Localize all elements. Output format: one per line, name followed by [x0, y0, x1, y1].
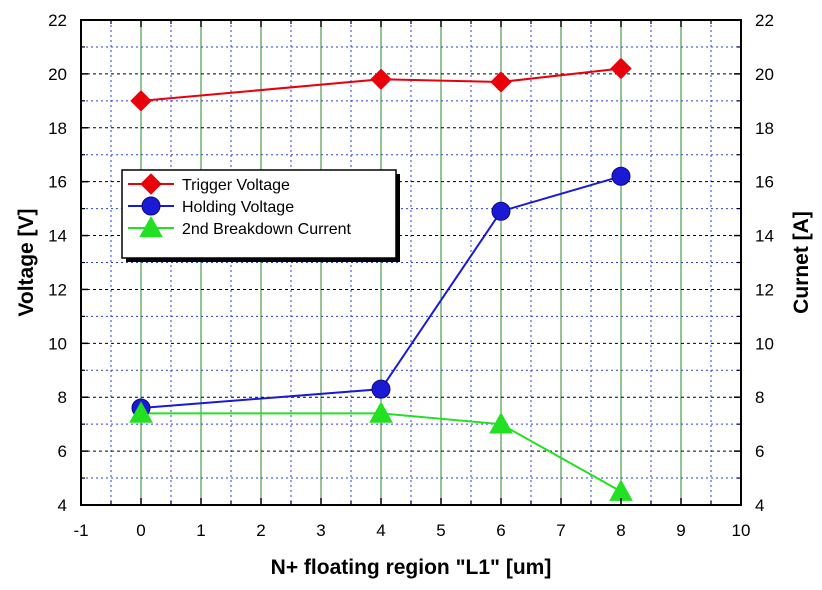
data-point-circle: [491, 201, 511, 221]
x-tick-label: 1: [196, 521, 205, 540]
data-point-circle: [611, 166, 631, 186]
x-tick-label: 6: [496, 521, 505, 540]
y-tick-label-left: 8: [58, 388, 67, 407]
y-tick-label-left: 20: [48, 65, 67, 84]
data-point-circle: [371, 379, 391, 399]
data-point-diamond: [610, 57, 632, 80]
data-point-triangle: [129, 401, 153, 423]
y-tick-label-left: 10: [48, 334, 67, 353]
y-tick-label-right: 18: [755, 119, 774, 138]
y-tick-label-left: 16: [48, 173, 67, 192]
legend-label-0: Trigger Voltage: [182, 177, 290, 194]
legend-label-2: 2nd Breakdown Current: [182, 221, 352, 238]
series-lines: [140, 67, 622, 493]
legend-marker-diamond: [140, 173, 162, 195]
y-axis-right-title: Curnet [A]: [790, 211, 813, 314]
y-tick-label-left: 22: [48, 11, 67, 30]
y-tick-label-right: 16: [755, 173, 774, 192]
y-tick-label-right: 20: [755, 65, 774, 84]
x-tick-label: 2: [256, 521, 265, 540]
x-tick-label: 0: [136, 521, 145, 540]
y-tick-label-right: 12: [755, 280, 774, 299]
y-tick-label-right: 6: [755, 442, 764, 461]
x-tick-label: -1: [73, 521, 88, 540]
y-tick-label-left: 4: [58, 496, 67, 515]
y-tick-label-right: 22: [755, 11, 774, 30]
axis-ticks: [80, 19, 742, 506]
data-point-triangle: [369, 401, 393, 423]
x-tick-label: 8: [616, 521, 625, 540]
y-tick-label-right: 8: [755, 388, 764, 407]
y-axis-left-title: Voltage [V]: [15, 208, 38, 316]
y-tick-label-left: 12: [48, 280, 67, 299]
x-tick-label: 9: [676, 521, 685, 540]
x-tick-label: 7: [556, 521, 565, 540]
data-point-diamond: [490, 71, 512, 93]
y-tick-label-left: 18: [48, 119, 67, 138]
series-line-2: [141, 412, 622, 493]
series-line-1: [140, 175, 622, 409]
x-axis-title: N+ floating region "L1" [um]: [271, 556, 552, 579]
series-line-0: [140, 67, 622, 102]
legend-items: Trigger Voltage Holding Voltage 2nd Breakd…: [128, 173, 352, 238]
data-point-diamond: [370, 68, 392, 90]
data-point-diamond: [130, 90, 152, 112]
legend: Trigger Voltage Holding Voltage 2nd Breakd…: [121, 169, 400, 262]
data-point-triangle: [489, 412, 513, 434]
x-tick-label: 4: [376, 521, 385, 540]
legend-marker-triangle: [139, 215, 163, 238]
legend-marker-circle: [141, 196, 161, 216]
y-tick-label-right: 14: [755, 227, 774, 246]
y-tick-label-right: 10: [755, 334, 774, 353]
x-tick-label: 5: [436, 521, 445, 540]
y-tick-label-left: 6: [58, 442, 67, 461]
series-markers: [129, 57, 633, 501]
x-tick-label: 3: [316, 521, 325, 540]
legend-label-1: Holding Voltage: [182, 199, 294, 216]
y-tick-label-left: 14: [48, 227, 67, 246]
x-tick-label: 10: [732, 521, 751, 540]
y-tick-label-right: 4: [755, 496, 764, 515]
